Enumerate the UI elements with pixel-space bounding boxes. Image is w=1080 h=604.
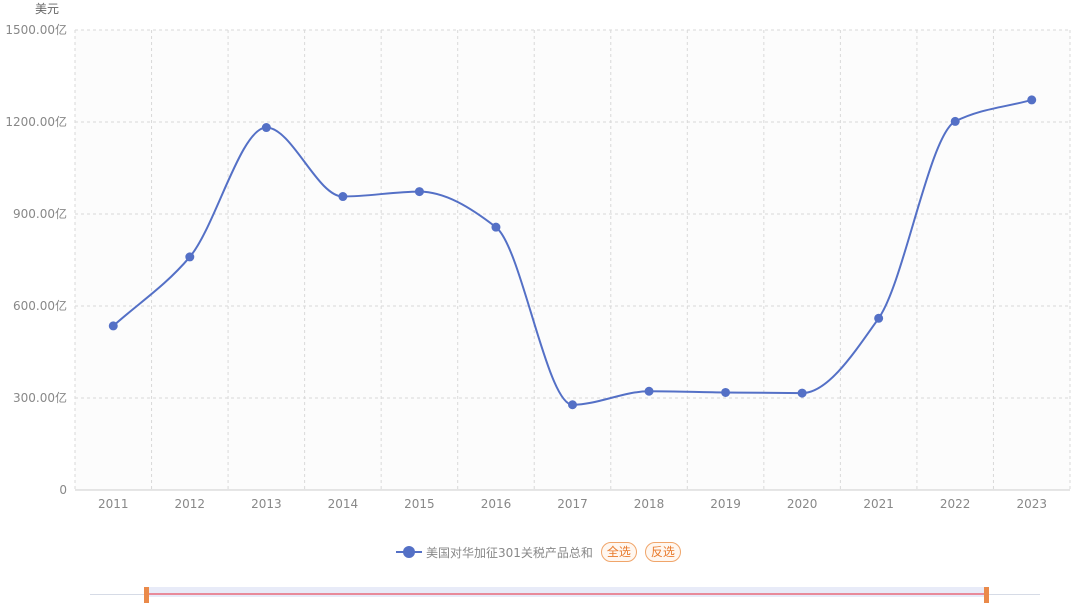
vertical-grid bbox=[74, 30, 1071, 490]
x-tick-label: 2017 bbox=[557, 497, 588, 511]
data-point[interactable] bbox=[185, 252, 195, 262]
x-tick-label: 2020 bbox=[787, 497, 818, 511]
data-point[interactable] bbox=[721, 387, 731, 397]
data-point[interactable] bbox=[797, 388, 807, 398]
x-tick-label: 2012 bbox=[175, 497, 206, 511]
y-tick-label: 0 bbox=[59, 483, 67, 497]
x-tick-label: 2023 bbox=[1016, 497, 1047, 511]
x-tick-label: 2021 bbox=[863, 497, 894, 511]
series-points bbox=[108, 95, 1037, 410]
y-tick-label: 900.00亿 bbox=[13, 206, 67, 221]
data-point[interactable] bbox=[414, 187, 424, 197]
data-zoom-slider[interactable] bbox=[90, 584, 1040, 604]
x-axis-ticks: 2011 2012 2013 2014 2015 2016 2017 2018 2019 2020… bbox=[98, 497, 1047, 511]
y-axis-ticks: 0 300.00亿 600.00亿 900.00亿 1200.00亿 1500.00亿 bbox=[5, 22, 67, 497]
y-tick-label: 300.00亿 bbox=[13, 390, 67, 405]
x-tick-label: 2018 bbox=[634, 497, 665, 511]
legend-line-icon bbox=[396, 545, 422, 559]
legend-series-label: 美国对华加征301关税产品总和 bbox=[426, 545, 593, 560]
y-tick-label: 600.00亿 bbox=[13, 298, 67, 313]
x-tick-label: 2016 bbox=[481, 497, 512, 511]
data-point[interactable] bbox=[108, 321, 118, 331]
horizontal-grid bbox=[75, 29, 1070, 399]
y-axis-unit-label: 美元 bbox=[35, 2, 59, 16]
data-point[interactable] bbox=[950, 116, 960, 126]
zoom-handle-right[interactable] bbox=[984, 587, 989, 603]
legend-item-series[interactable]: 美国对华加征301关税产品总和 bbox=[396, 544, 593, 561]
series-line bbox=[112, 98, 1032, 406]
data-point[interactable] bbox=[261, 123, 271, 133]
zoom-handle-left[interactable] bbox=[144, 587, 149, 603]
plot-area bbox=[75, 30, 1070, 490]
select-all-button[interactable]: 全选 bbox=[600, 542, 637, 562]
y-tick-label: 1500.00亿 bbox=[5, 22, 67, 37]
zoom-selected-range[interactable] bbox=[146, 587, 986, 597]
y-tick-label: 1200.00亿 bbox=[5, 114, 67, 129]
data-point[interactable] bbox=[644, 386, 654, 396]
line-chart: 美元 0 300.00亿 600.00亿 900.00亿 1200.00亿 1500.00… bbox=[5, 2, 1071, 511]
data-point[interactable] bbox=[874, 313, 884, 323]
x-tick-label: 2011 bbox=[98, 497, 129, 511]
x-tick-label: 2022 bbox=[940, 497, 971, 511]
x-tick-label: 2013 bbox=[251, 497, 282, 511]
zoom-range-line bbox=[146, 593, 986, 595]
data-point[interactable] bbox=[568, 400, 577, 410]
x-tick-label: 2019 bbox=[710, 497, 741, 511]
x-tick-label: 2015 bbox=[404, 497, 435, 511]
data-point[interactable] bbox=[491, 222, 501, 232]
legend: 美国对华加征301关税产品总和 全选 反选 bbox=[396, 542, 681, 562]
data-point[interactable] bbox=[1027, 95, 1037, 105]
x-tick-label: 2014 bbox=[328, 497, 359, 511]
invert-selection-button[interactable]: 反选 bbox=[644, 542, 681, 562]
data-point[interactable] bbox=[338, 192, 348, 202]
